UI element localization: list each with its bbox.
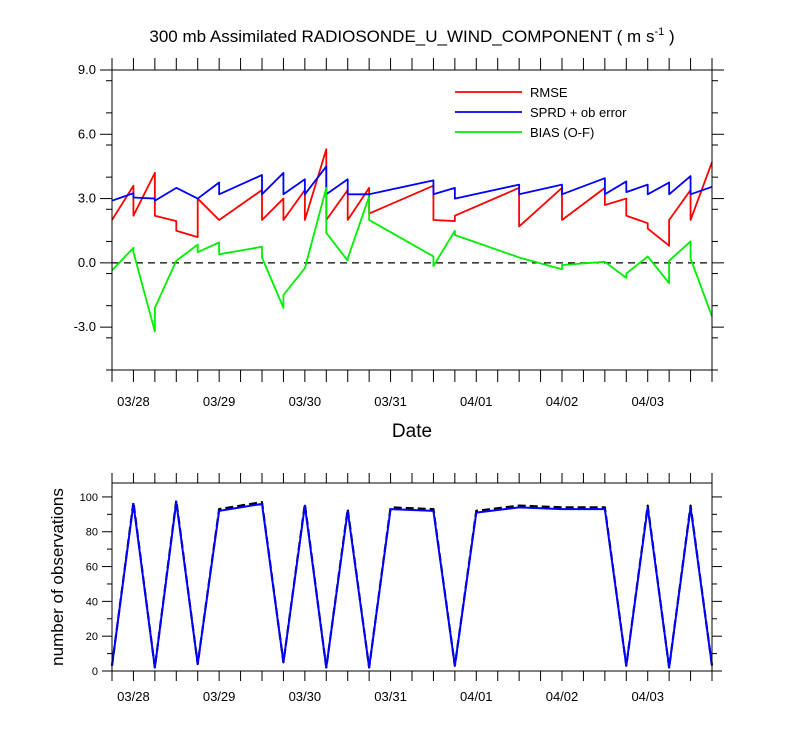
y-tick-label: 0.0 (78, 255, 96, 270)
legend: RMSE SPRD + ob error BIAS (O-F) (455, 85, 627, 140)
y-tick-label: 3.0 (78, 191, 96, 206)
bias-series-line (111, 186, 713, 333)
chart-title-exponent: -1 (654, 26, 664, 38)
bottom-series-lines (110, 499, 714, 669)
y-tick-label: 0 (92, 666, 98, 678)
obs-possible-line (110, 499, 714, 669)
x-tick-label: 03/28 (117, 689, 150, 704)
y-tick-label: 100 (80, 492, 98, 504)
legend-label-rmse: RMSE (530, 85, 568, 100)
x-tick-label: 03/29 (203, 689, 236, 704)
x-tick-label: 04/03 (631, 394, 664, 409)
rmse-series-line (111, 148, 713, 247)
y-tick-label: 40 (86, 596, 98, 608)
top-plot: -3.0 0.0 3.0 6.0 9.0 03/28 03/29 03/30 03/31 04/0… (74, 58, 724, 442)
x-tick-label: 03/28 (117, 394, 150, 409)
x-tick-label: 03/30 (289, 689, 322, 704)
x-tick-label: 04/02 (546, 689, 579, 704)
legend-label-sprd: SPRD + ob error (530, 105, 627, 120)
obs-assimilated-line (111, 501, 713, 669)
x-tick-label: 03/31 (374, 689, 407, 704)
y-tick-label: 6.0 (78, 126, 96, 141)
chart-title-close: ) (664, 27, 674, 46)
y-tick-label: 60 (86, 562, 98, 574)
bottom-axes: 0 20 40 60 80 100 03/28 03/29 03/30 03/31 04/01 04/… (80, 473, 722, 704)
x-tick-label: 04/02 (546, 394, 579, 409)
y-tick-label: -3.0 (74, 319, 96, 334)
x-tick-label: 03/30 (289, 394, 322, 409)
x-tick-label: 04/01 (460, 394, 493, 409)
y-tick-label: 80 (86, 527, 98, 539)
x-tick-label: 03/29 (203, 394, 236, 409)
top-series-lines (111, 148, 713, 333)
top-axes: -3.0 0.0 3.0 6.0 9.0 03/28 03/29 03/30 03/31 04/0… (74, 58, 724, 409)
x-tick-label: 03/31 (374, 394, 407, 409)
x-tick-label: 04/01 (460, 689, 493, 704)
bottom-plot: 0 20 40 60 80 100 03/28 03/29 03/30 03/31 04/01 04/… (48, 473, 722, 704)
chart-title: 300 mb Assimilated RADIOSONDE_U_WIND_COM… (149, 26, 674, 46)
y-tick-label: 9.0 (78, 62, 96, 77)
y-tick-label: 20 (86, 631, 98, 643)
plot-frame (111, 482, 713, 672)
chart-title-main: 300 mb Assimilated RADIOSONDE_U_WIND_COM… (149, 27, 654, 46)
x-axis-label: Date (392, 421, 432, 442)
legend-label-bias: BIAS (O-F) (530, 125, 594, 140)
y-axis-label-observations: number of observations (48, 488, 67, 666)
sprd-series-line (111, 165, 713, 202)
x-tick-label: 04/03 (631, 689, 664, 704)
